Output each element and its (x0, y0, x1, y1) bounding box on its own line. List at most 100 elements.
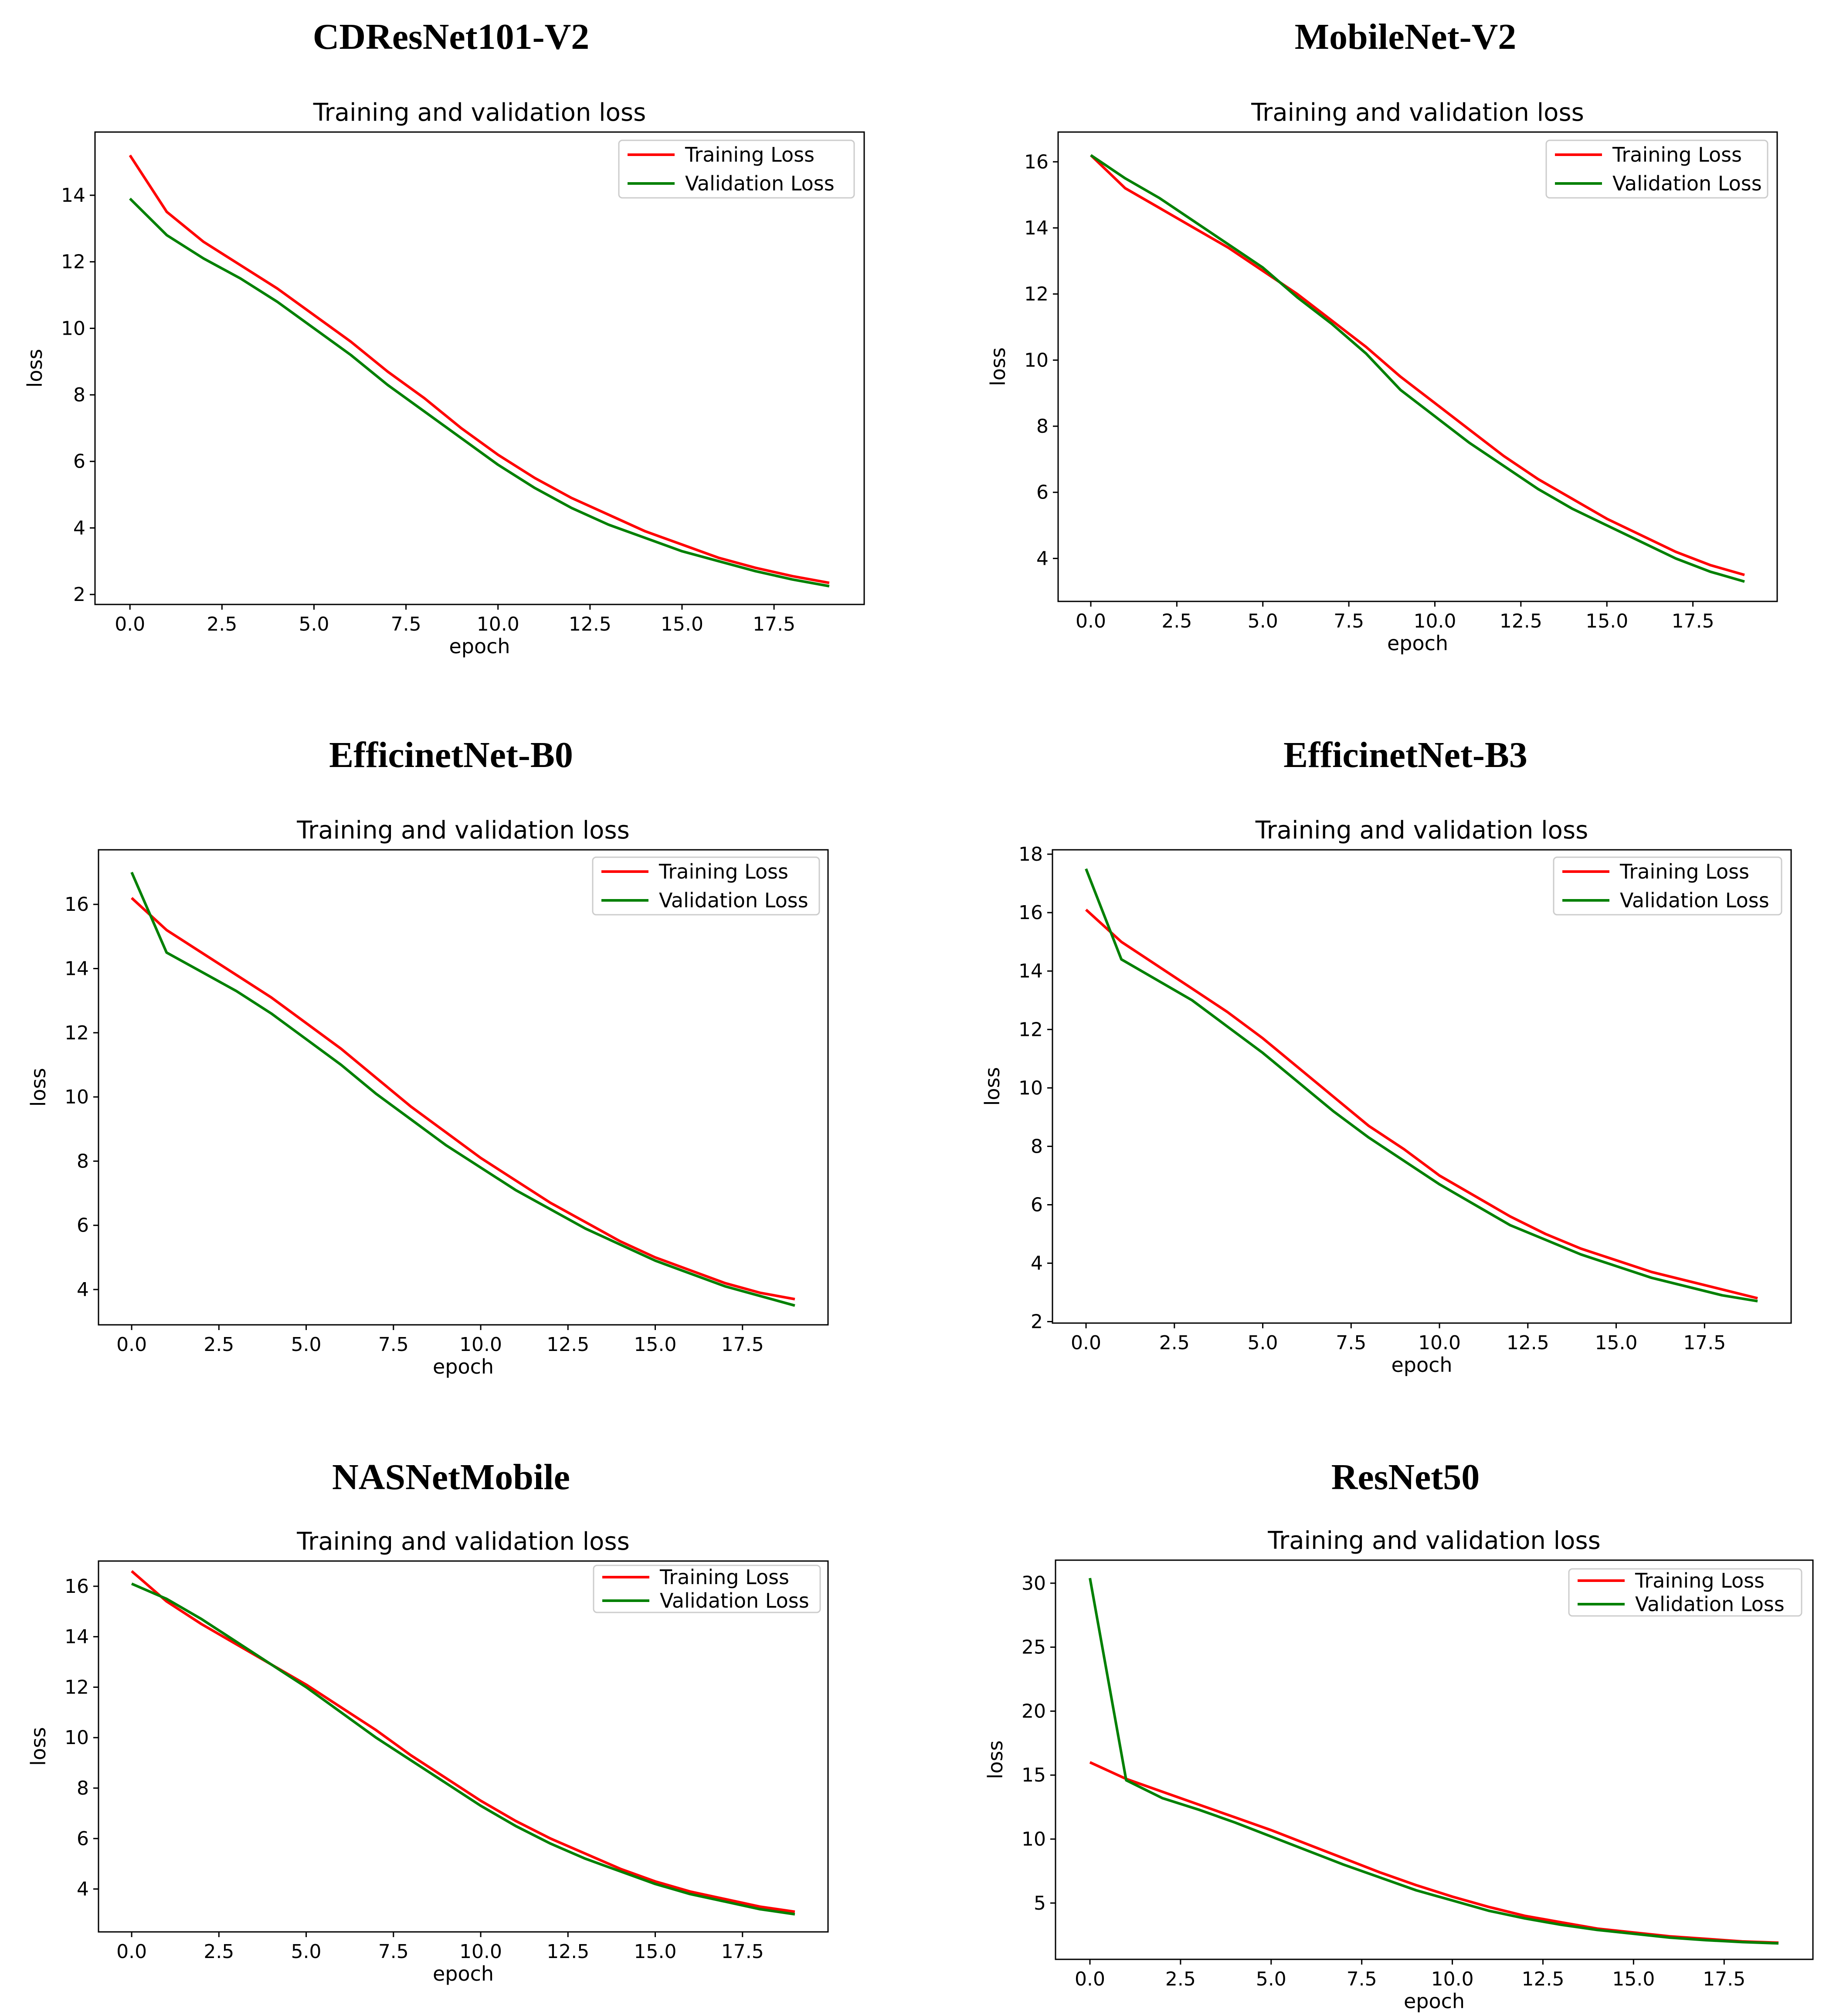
x-tick-label: 5.0 (291, 1334, 322, 1356)
model-title: EfficinetNet-B0 (329, 735, 573, 775)
axes-frame (1055, 1559, 1814, 1960)
y-tick-label: 10 (64, 1086, 89, 1108)
x-tick-label: 12.5 (546, 1334, 589, 1356)
plot-title: Training and validation loss (296, 1527, 630, 1556)
plot-title: Training and validation loss (1255, 816, 1588, 845)
y-tick-label: 6 (73, 451, 85, 473)
y-tick-label: 8 (1031, 1135, 1043, 1157)
y-tick-label: 16 (64, 893, 89, 916)
x-tick-label: 2.5 (1159, 1332, 1190, 1354)
training-loss-line (129, 154, 830, 584)
plot-title: Training and validation loss (1267, 1527, 1601, 1555)
validation-loss-line (129, 197, 830, 587)
plot-title: Training and validation loss (313, 98, 646, 127)
y-tick-label: 18 (1018, 843, 1043, 865)
y-tick-label: 14 (64, 958, 89, 980)
x-tick-label: 5.0 (291, 1941, 322, 1963)
y-tick-label: 2 (1031, 1311, 1043, 1333)
x-tick-label: 17.5 (753, 613, 795, 635)
x-tick-label: 2.5 (207, 613, 237, 635)
x-tick-label: 7.5 (378, 1334, 409, 1356)
validation-loss-line (1085, 868, 1758, 1303)
legend-label-validation-loss: Validation Loss (1635, 1592, 1785, 1616)
y-tick-label: 4 (73, 517, 85, 539)
x-axis-label: epoch (449, 635, 510, 658)
chart-panel-1: CDResNet101-V2 Training and validation lo… (23, 17, 865, 658)
model-title: EfficinetNet-B3 (1283, 735, 1527, 775)
training-loss-line (131, 897, 795, 1301)
chart-panel-4: EfficinetNet-B3 Training and validation l… (981, 735, 1792, 1377)
validation-loss-line (1090, 154, 1745, 583)
x-tick-label: 2.5 (1161, 610, 1192, 632)
model-title: NASNetMobile (332, 1457, 570, 1497)
y-tick-label: 6 (77, 1828, 89, 1850)
x-tick-label: 12.5 (1500, 610, 1542, 632)
y-tick-label: 12 (64, 1022, 89, 1044)
x-tick-label: 15.0 (634, 1334, 677, 1356)
y-tick-label: 30 (1022, 1572, 1046, 1595)
chart-panel-5: NASNetMobile Training and validation loss… (27, 1457, 829, 1985)
x-tick-label: 7.5 (1347, 1968, 1377, 1990)
y-tick-label: 10 (1024, 349, 1049, 371)
x-tick-label: 15.0 (1612, 1968, 1655, 1990)
x-tick-label: 10.0 (459, 1941, 502, 1963)
legend-label-validation-loss: Validation Loss (685, 172, 835, 195)
y-tick-label: 16 (64, 1575, 89, 1598)
y-tick-label: 10 (1018, 1077, 1043, 1099)
axes-frame (1052, 849, 1792, 1324)
legend-box (618, 139, 855, 199)
y-tick-label: 6 (77, 1215, 89, 1237)
x-tick-label: 12.5 (546, 1941, 589, 1963)
y-tick-label: 10 (61, 317, 85, 339)
y-tick-label: 14 (61, 184, 85, 207)
x-tick-label: 0.0 (115, 613, 145, 635)
y-tick-label: 8 (77, 1777, 89, 1799)
legend-label-training-loss: Training Loss (685, 143, 815, 166)
x-tick-label: 2.5 (204, 1334, 234, 1356)
x-tick-label: 2.5 (1165, 1968, 1196, 1990)
x-tick-label: 0.0 (116, 1941, 147, 1963)
training-loss-line (1085, 909, 1758, 1300)
y-axis-label: loss (981, 1067, 1004, 1106)
chart-panel-6: ResNet50 Training and validation loss 0.0 2… (984, 1457, 1814, 2013)
x-tick-label: 5.0 (1248, 610, 1278, 632)
x-tick-label: 5.0 (299, 613, 329, 635)
legend-label-validation-loss: Validation Loss (1620, 889, 1769, 912)
legend: Training Loss Validation Loss (1553, 856, 1782, 916)
legend-box (1568, 1568, 1802, 1617)
y-tick-label: 2 (73, 584, 85, 606)
y-tick-label: 10 (64, 1727, 89, 1749)
x-axis-label: epoch (433, 1962, 494, 1985)
x-tick-label: 12.5 (1507, 1332, 1549, 1354)
x-tick-label: 2.5 (204, 1941, 234, 1963)
plot-title: Training and validation loss (1251, 98, 1584, 127)
x-tick-label: 0.0 (1071, 1332, 1101, 1354)
axes-frame (98, 849, 829, 1326)
axes-frame (98, 1560, 829, 1933)
training-loss-line (1089, 154, 1745, 577)
x-axis-label: epoch (433, 1355, 494, 1378)
legend-label-training-loss: Training Loss (658, 860, 788, 883)
y-tick-label: 4 (77, 1878, 89, 1901)
model-title: ResNet50 (1331, 1457, 1480, 1497)
validation-loss-line (130, 872, 795, 1307)
model-title: MobileNet-V2 (1295, 17, 1517, 57)
legend-box (1553, 856, 1782, 916)
legend-label-training-loss: Training Loss (1619, 860, 1749, 883)
x-tick-label: 5.0 (1248, 1332, 1278, 1354)
y-tick-label: 16 (1024, 151, 1049, 173)
axes-frame (94, 131, 865, 605)
y-axis-label: loss (984, 1741, 1007, 1779)
y-tick-label: 8 (77, 1150, 89, 1172)
x-tick-label: 15.0 (1595, 1332, 1638, 1354)
y-tick-label: 12 (1024, 283, 1049, 305)
x-tick-label: 7.5 (1336, 1332, 1366, 1354)
legend-label-training-loss: Training Loss (659, 1565, 789, 1589)
y-axis-label: loss (27, 1727, 50, 1766)
x-tick-label: 5.0 (1256, 1968, 1286, 1990)
x-tick-label: 10.0 (477, 613, 519, 635)
x-tick-label: 7.5 (391, 613, 421, 635)
